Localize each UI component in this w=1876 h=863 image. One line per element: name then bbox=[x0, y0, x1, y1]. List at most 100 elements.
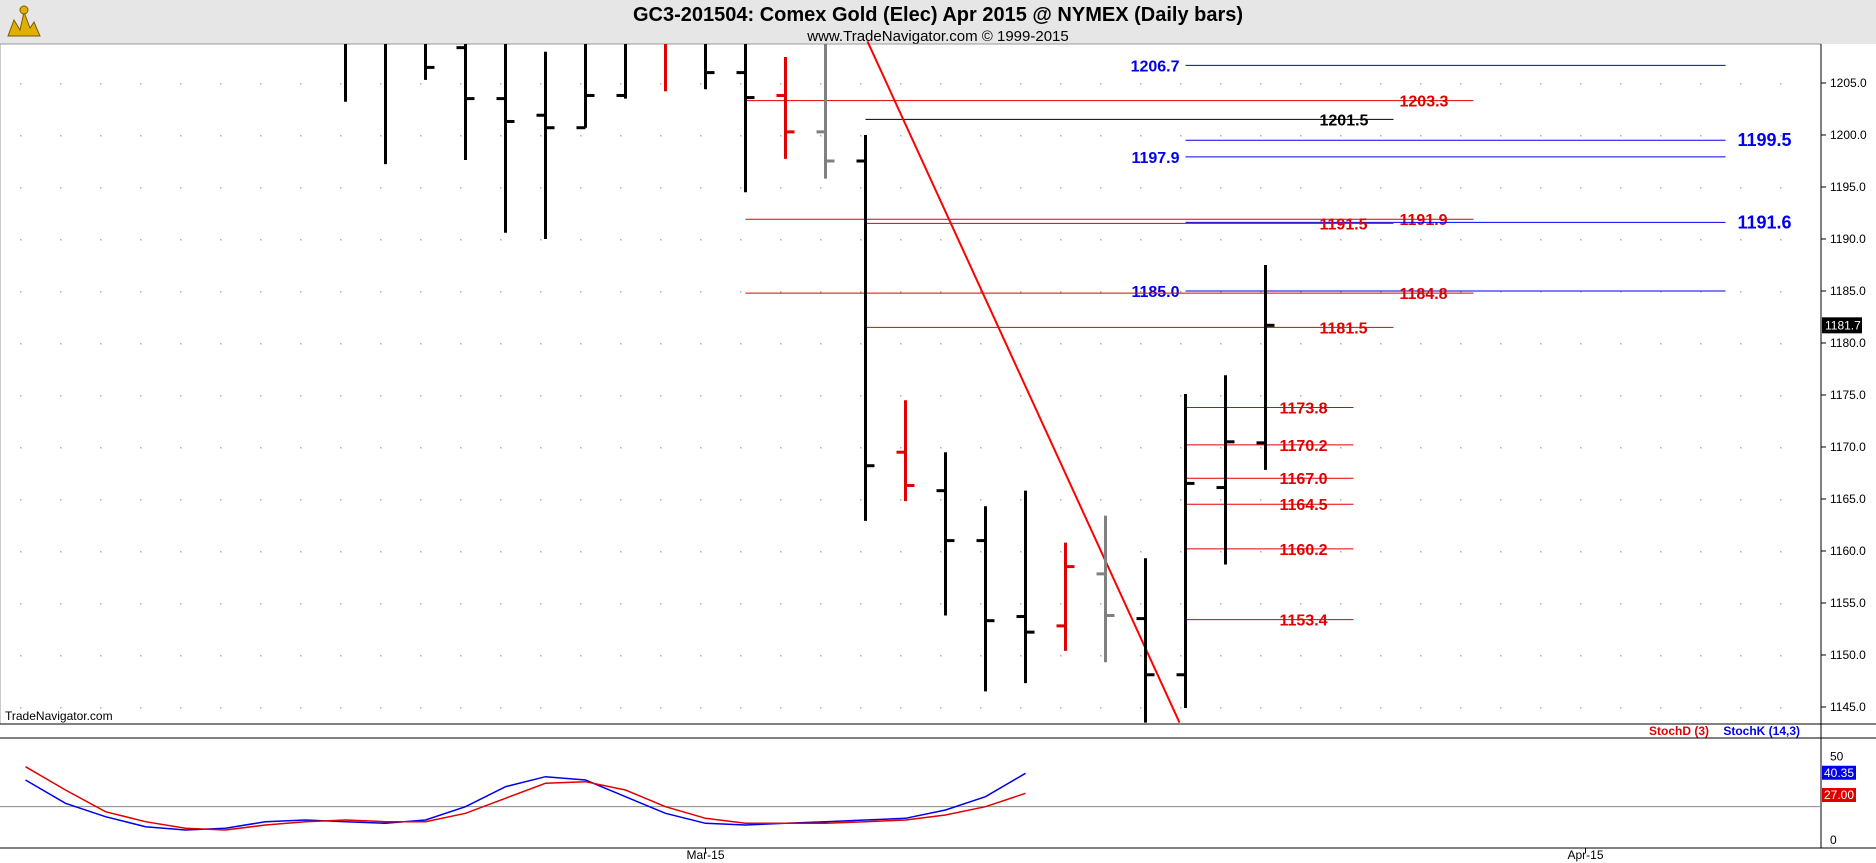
grid-dot bbox=[820, 499, 822, 501]
grid-dot bbox=[940, 135, 942, 137]
grid-dot bbox=[540, 239, 542, 241]
x-tick-label: Apr-15 bbox=[1567, 848, 1603, 862]
grid-dot bbox=[580, 395, 582, 397]
grid-dot bbox=[1460, 603, 1462, 605]
grid-dot bbox=[1500, 551, 1502, 553]
grid-dot bbox=[1300, 655, 1302, 657]
ohlc-bar bbox=[704, 44, 715, 90]
grid-dot bbox=[1460, 655, 1462, 657]
grid-dot bbox=[1060, 343, 1062, 345]
grid-dot bbox=[700, 83, 702, 85]
grid-dot bbox=[1660, 499, 1662, 501]
grid-dot bbox=[380, 291, 382, 293]
grid-dot bbox=[460, 499, 462, 501]
grid-dot bbox=[1580, 707, 1582, 709]
grid-dot bbox=[820, 135, 822, 137]
grid-dot bbox=[1340, 707, 1342, 709]
grid-dot bbox=[540, 447, 542, 449]
grid-dot bbox=[860, 343, 862, 345]
grid-dot bbox=[1660, 187, 1662, 189]
ohlc-bar bbox=[1096, 515, 1115, 663]
grid-dot bbox=[460, 551, 462, 553]
grid-dot bbox=[1660, 603, 1662, 605]
grid-dot bbox=[1220, 655, 1222, 657]
grid-dot bbox=[1620, 83, 1622, 85]
grid-dot bbox=[1260, 499, 1262, 501]
grid-dot bbox=[900, 499, 902, 501]
grid-dot bbox=[1620, 239, 1622, 241]
grid-dot bbox=[380, 343, 382, 345]
level-label: 1170.2 bbox=[1280, 438, 1328, 455]
grid-dot bbox=[1380, 551, 1382, 553]
grid-dot bbox=[380, 395, 382, 397]
grid-dot bbox=[380, 135, 382, 137]
grid-dot bbox=[420, 187, 422, 189]
grid-dot bbox=[140, 655, 142, 657]
grid-dot bbox=[1780, 655, 1782, 657]
ohlc-bar bbox=[424, 44, 435, 80]
grid-dot bbox=[740, 343, 742, 345]
grid-dot bbox=[220, 655, 222, 657]
grid-dot bbox=[980, 187, 982, 189]
grid-dot bbox=[780, 655, 782, 657]
grid-dot bbox=[1620, 603, 1622, 605]
grid-dot bbox=[100, 447, 102, 449]
grid-dot bbox=[540, 135, 542, 137]
grid-dot bbox=[1220, 447, 1222, 449]
grid-dot bbox=[1780, 603, 1782, 605]
grid-dot bbox=[1740, 187, 1742, 189]
grid-dot bbox=[1380, 83, 1382, 85]
grid-dot bbox=[140, 343, 142, 345]
grid-dot bbox=[580, 447, 582, 449]
grid-dot bbox=[500, 187, 502, 189]
grid-dot bbox=[540, 551, 542, 553]
grid-dot bbox=[140, 291, 142, 293]
grid-dot bbox=[940, 551, 942, 553]
grid-dot bbox=[380, 187, 382, 189]
grid-dot bbox=[820, 655, 822, 657]
grid-dot bbox=[620, 291, 622, 293]
grid-dot bbox=[60, 551, 62, 553]
grid-dot bbox=[340, 187, 342, 189]
grid-dot bbox=[220, 499, 222, 501]
grid-dot bbox=[180, 603, 182, 605]
grid-dot bbox=[340, 551, 342, 553]
grid-dot bbox=[380, 603, 382, 605]
grid-dot bbox=[100, 135, 102, 137]
grid-dot bbox=[1780, 395, 1782, 397]
level-label: 1185.0 bbox=[1131, 284, 1179, 301]
grid-dot bbox=[940, 187, 942, 189]
grid-dot bbox=[1780, 343, 1782, 345]
grid-dot bbox=[500, 343, 502, 345]
grid-dot bbox=[380, 499, 382, 501]
level-label: 1160.2 bbox=[1280, 542, 1328, 559]
grid-dot bbox=[20, 291, 22, 293]
grid-dot bbox=[420, 655, 422, 657]
grid-dot bbox=[1140, 551, 1142, 553]
grid-dot bbox=[540, 655, 542, 657]
grid-dot bbox=[740, 187, 742, 189]
trade-navigator-logo-icon bbox=[7, 5, 41, 37]
grid-dot bbox=[580, 655, 582, 657]
grid-dot bbox=[540, 83, 542, 85]
y-tick-label: 1145.0 bbox=[1830, 700, 1866, 714]
grid-dot bbox=[60, 239, 62, 241]
grid-dot bbox=[660, 447, 662, 449]
grid-dot bbox=[820, 447, 822, 449]
level-label: 1191.6 bbox=[1738, 212, 1792, 232]
grid-dot bbox=[1660, 135, 1662, 137]
grid-dot bbox=[1340, 603, 1342, 605]
grid-dot bbox=[1460, 83, 1462, 85]
grid-dot bbox=[1100, 187, 1102, 189]
grid-dot bbox=[140, 239, 142, 241]
y-tick-label: 1165.0 bbox=[1830, 492, 1866, 506]
grid-dot bbox=[1260, 291, 1262, 293]
grid-dot bbox=[1660, 395, 1662, 397]
grid-dot bbox=[980, 603, 982, 605]
grid-dot bbox=[1340, 239, 1342, 241]
grid-dot bbox=[300, 707, 302, 709]
grid-dot bbox=[1180, 135, 1182, 137]
grid-dot bbox=[900, 655, 902, 657]
grid-dot bbox=[700, 291, 702, 293]
